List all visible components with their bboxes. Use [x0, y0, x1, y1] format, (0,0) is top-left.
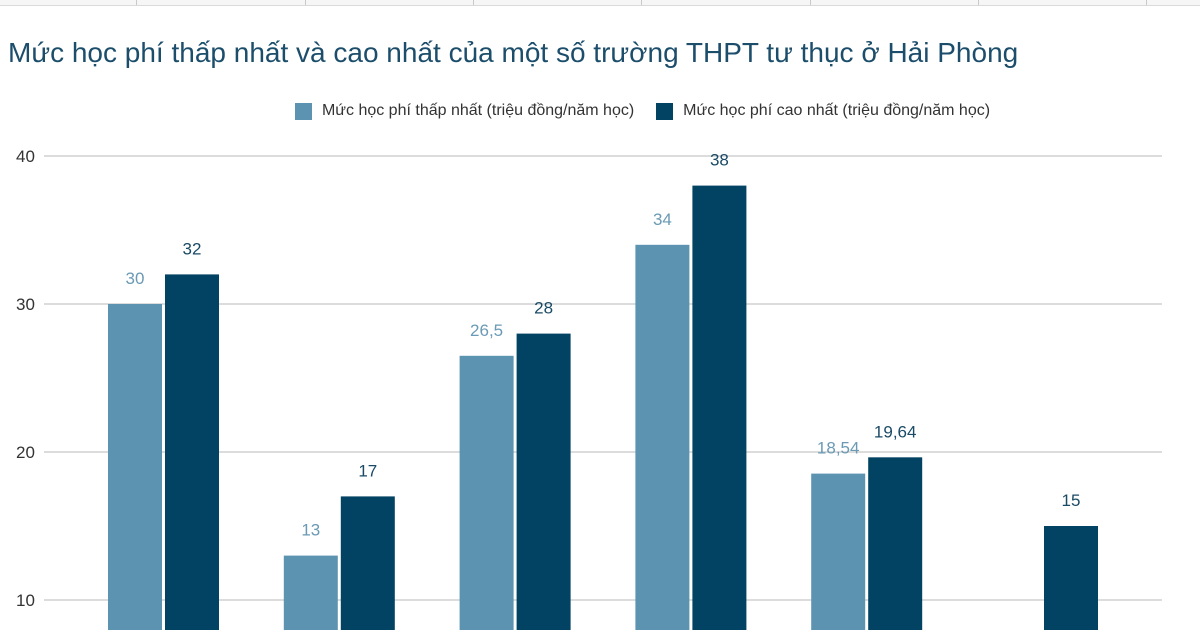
- data-label: 28: [534, 299, 553, 318]
- bar: [283, 555, 338, 630]
- bar: [108, 304, 162, 630]
- column-divider: [1146, 0, 1147, 5]
- column-divider: [305, 0, 306, 5]
- bar: [635, 244, 690, 630]
- data-label: 30: [126, 269, 145, 288]
- y-tick-label: 40: [16, 147, 35, 166]
- data-label: 15: [1062, 491, 1081, 510]
- bar: [165, 274, 219, 630]
- bar: [459, 355, 514, 630]
- legend-item-max: Mức học phí cao nhất (triệu đồng/năm học…: [656, 102, 990, 120]
- y-tick-label: 10: [16, 591, 35, 610]
- legend-swatch-max: [656, 102, 674, 120]
- data-label: 34: [653, 210, 672, 229]
- data-label: 32: [183, 239, 202, 258]
- column-divider: [473, 0, 474, 5]
- column-divider: [978, 0, 979, 5]
- column-divider: [810, 0, 811, 5]
- chart-title: Mức học phí thấp nhất và cao nhất của mộ…: [8, 37, 1019, 68]
- legend-swatch-min: [294, 102, 312, 120]
- legend-label-max: Mức học phí cao nhất (triệu đồng/năm học…: [683, 102, 991, 119]
- column-divider: [641, 0, 642, 5]
- data-label: 38: [710, 151, 729, 170]
- bar: [692, 185, 747, 630]
- column-divider: [136, 0, 137, 5]
- y-tick-label: 20: [16, 443, 35, 462]
- legend-item-min: Mức học phí thấp nhất (triệu đồng/năm họ…: [294, 102, 635, 120]
- bar: [1044, 526, 1098, 630]
- data-label: 13: [301, 521, 320, 540]
- y-tick-label: 30: [16, 295, 35, 314]
- bar: [868, 457, 923, 630]
- bar: [811, 473, 866, 630]
- bar: [516, 333, 571, 630]
- bar: [340, 496, 395, 630]
- spreadsheet-header-strip: [0, 0, 1200, 6]
- legend-label-min: Mức học phí thấp nhất (triệu đồng/năm họ…: [321, 102, 635, 119]
- data-label: 26,5: [470, 321, 503, 340]
- data-label: 17: [358, 461, 377, 480]
- chart-legend: Mức học phí thấp nhất (triệu đồng/năm họ…: [0, 98, 1200, 124]
- data-label: 18,54: [817, 439, 860, 458]
- data-label: 19,64: [874, 422, 917, 441]
